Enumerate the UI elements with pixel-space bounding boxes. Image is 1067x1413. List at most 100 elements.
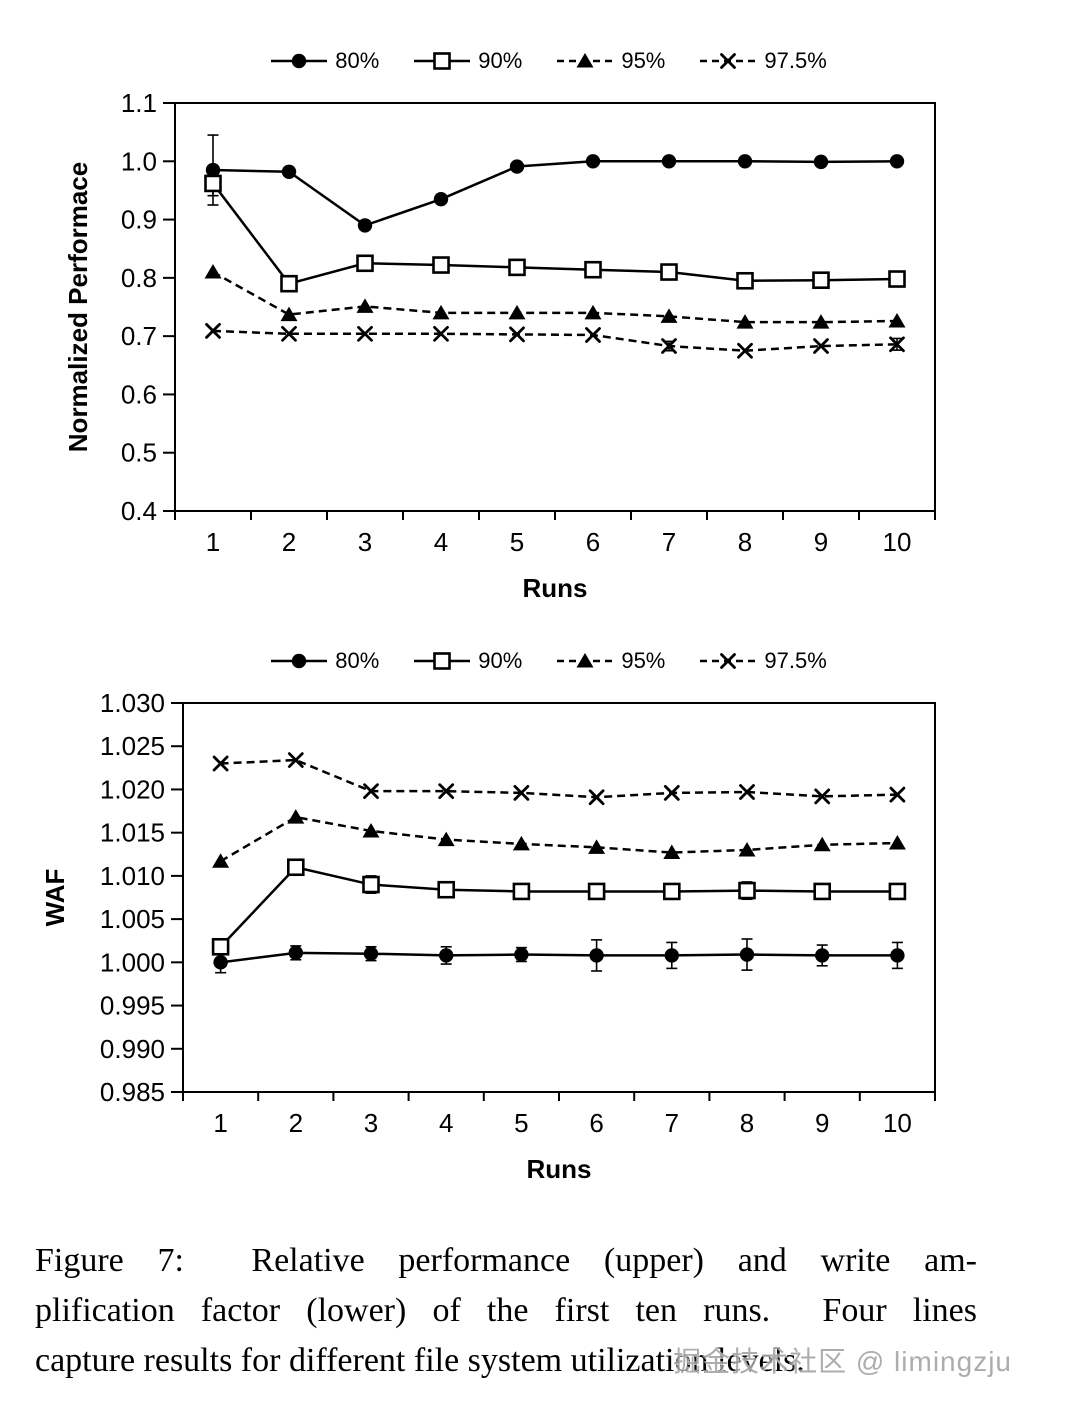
marker-x bbox=[433, 325, 449, 342]
marker-open-square bbox=[512, 882, 531, 901]
marker-filled-circle bbox=[813, 154, 829, 170]
caption-line-1: Figure 7: Relative performance (upper) a… bbox=[35, 1242, 977, 1279]
y-axis: 0.4 0.5 0.6 0.7 0.8 0.9 1.0 1.1 bbox=[121, 90, 175, 526]
legend-item-95%: 95% bbox=[556, 648, 665, 674]
x-tick-label: 6 bbox=[586, 527, 600, 557]
y-tick-label: 1.0 bbox=[121, 146, 157, 176]
marker-filled-triangle bbox=[576, 653, 594, 668]
y-tick-label: 0.985 bbox=[100, 1077, 165, 1107]
marker-open-square bbox=[356, 254, 374, 273]
legend-swatch-filled-triangle bbox=[557, 53, 614, 68]
series-90%-line bbox=[212, 182, 898, 286]
y-tick-label: 0.7 bbox=[121, 321, 157, 351]
marker-filled-circle bbox=[292, 653, 307, 669]
marker-filled-circle bbox=[439, 948, 454, 963]
marker-filled-triangle bbox=[204, 264, 222, 279]
marker-x bbox=[889, 786, 906, 803]
x-tick-label: 3 bbox=[358, 527, 372, 557]
marker-filled-circle bbox=[585, 154, 601, 169]
marker-open-square bbox=[888, 270, 906, 288]
series-97.5%-line bbox=[212, 329, 898, 352]
marker-x bbox=[363, 783, 379, 800]
legend-label: 97.5% bbox=[764, 48, 827, 73]
x-tick-label: 10 bbox=[883, 1108, 912, 1138]
marker-filled-circle bbox=[737, 154, 753, 169]
marker-filled-triangle bbox=[280, 306, 298, 322]
marker-filled-circle bbox=[514, 947, 529, 962]
legend-item-90%: 90% bbox=[413, 648, 522, 674]
marker-x bbox=[813, 338, 829, 354]
series-95%-line bbox=[219, 815, 898, 863]
series-80% bbox=[205, 134, 905, 233]
marker-filled-circle bbox=[509, 159, 525, 174]
marker-x bbox=[737, 342, 753, 359]
marker-open-square bbox=[508, 258, 526, 277]
x-tick-label: 5 bbox=[510, 527, 524, 557]
y-tick-label: 1.030 bbox=[100, 690, 165, 718]
y-axis: 0.985 0.990 0.995 1.000 1.005 1.010 1.015 1.020… bbox=[100, 690, 183, 1107]
marker-filled-triangle bbox=[508, 304, 526, 320]
x-tick-label: 1 bbox=[206, 527, 220, 557]
marker-filled-triangle bbox=[212, 853, 230, 868]
marker-filled-circle bbox=[889, 154, 905, 169]
legend-item-80%: 80% bbox=[270, 48, 379, 74]
marker-x bbox=[889, 336, 905, 353]
marker-x bbox=[438, 783, 455, 800]
y-tick-label: 0.6 bbox=[121, 379, 157, 409]
series-80% bbox=[213, 938, 905, 974]
series-95% bbox=[204, 264, 906, 329]
series-97.5% bbox=[212, 752, 906, 806]
x-tick-label: 8 bbox=[738, 527, 752, 557]
figure-caption: Figure 7: Relative performance (upper) a… bbox=[35, 1236, 977, 1386]
x-tick-label: 10 bbox=[883, 527, 912, 557]
marker-open-square bbox=[888, 882, 907, 901]
legend-swatch-filled-triangle bbox=[557, 653, 614, 668]
y-tick-label: 1.000 bbox=[100, 947, 165, 977]
marker-x bbox=[513, 785, 530, 801]
series-80%-line bbox=[220, 951, 898, 964]
marker-x bbox=[212, 755, 229, 772]
marker-open-square bbox=[286, 858, 305, 877]
y-tick-label: 1.020 bbox=[100, 774, 165, 804]
x-tick-label: 3 bbox=[364, 1108, 378, 1138]
x-tick-label: 2 bbox=[289, 1108, 303, 1138]
marker-open-square bbox=[813, 882, 832, 901]
marker-open-square bbox=[587, 882, 606, 901]
chart-waf: 0.985 0.990 0.995 1.000 1.005 1.010 1.015 1.020… bbox=[40, 690, 936, 1184]
legend-label: 80% bbox=[335, 48, 380, 73]
x-tick-label: 7 bbox=[662, 527, 676, 557]
marker-open-square bbox=[738, 881, 756, 900]
marker-open-square bbox=[204, 174, 222, 193]
marker-filled-triangle bbox=[287, 809, 305, 824]
marker-filled-triangle bbox=[356, 298, 374, 313]
legend-label: 90% bbox=[478, 648, 523, 673]
x-axis: 1 2 3 4 5 6 7 8 9 10 bbox=[182, 1092, 936, 1138]
marker-x bbox=[357, 325, 373, 342]
marker-open-square bbox=[211, 937, 230, 956]
marker-filled-circle bbox=[288, 945, 303, 961]
legend-item-97.5%: 97.5% bbox=[699, 48, 827, 74]
marker-filled-triangle bbox=[738, 841, 756, 857]
chart-normalized-performance: 0.4 0.5 0.6 0.7 0.8 0.9 1.0 1.1 1 2 3 4 5 6 7 8 9 10 Runs N… bbox=[63, 90, 936, 603]
caption-line-3: capture results for different file syste… bbox=[35, 1342, 805, 1379]
y-tick-label: 0.990 bbox=[100, 1034, 165, 1064]
marker-filled-circle bbox=[815, 948, 830, 963]
marker-filled-triangle bbox=[588, 839, 606, 854]
series-90% bbox=[204, 170, 906, 293]
legend-swatch-open-square bbox=[414, 52, 471, 70]
y-tick-label: 0.9 bbox=[121, 205, 157, 235]
marker-x bbox=[663, 785, 680, 801]
y-tick-label: 1.015 bbox=[100, 818, 165, 848]
marker-x bbox=[814, 788, 831, 805]
y-tick-label: 0.4 bbox=[121, 496, 157, 526]
series-80%-line bbox=[212, 160, 898, 227]
legend-label: 95% bbox=[621, 48, 666, 73]
marker-filled-circle bbox=[661, 154, 677, 169]
legend-label: 95% bbox=[621, 648, 666, 673]
legend-item-95%: 95% bbox=[556, 48, 665, 74]
marker-filled-circle bbox=[433, 191, 449, 207]
y-axis-title: Normalized Performace bbox=[63, 162, 93, 452]
marker-x bbox=[588, 789, 605, 806]
legend-item-97.5%: 97.5% bbox=[699, 648, 827, 674]
marker-filled-triangle bbox=[663, 844, 681, 860]
